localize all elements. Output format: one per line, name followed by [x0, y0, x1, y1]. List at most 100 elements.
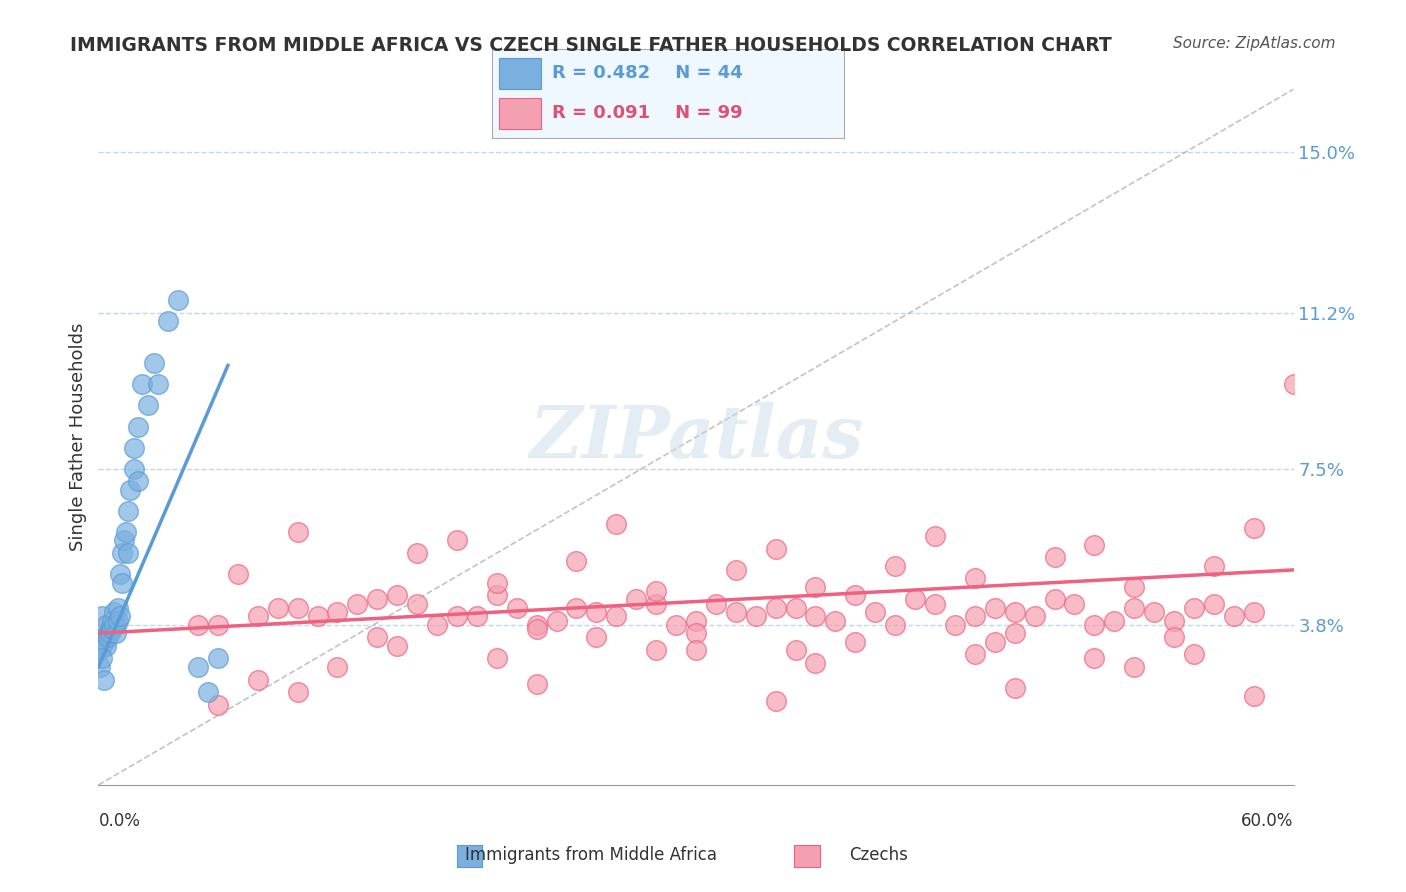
Point: [1182, 647, 1205, 661]
Point: [804, 580, 827, 594]
Point: [485, 651, 508, 665]
Text: R = 0.091    N = 99: R = 0.091 N = 99: [551, 104, 742, 122]
Point: [197, 685, 219, 699]
Point: [724, 563, 747, 577]
Point: [1083, 538, 1105, 552]
Point: [1123, 660, 1146, 674]
Point: [136, 399, 159, 413]
Point: [943, 617, 966, 632]
Point: [1102, 614, 1125, 628]
Text: Immigrants from Middle Africa: Immigrants from Middle Africa: [464, 846, 717, 863]
Point: [446, 533, 468, 548]
Point: [93, 631, 115, 645]
Point: [804, 609, 827, 624]
Point: [148, 377, 170, 392]
Point: [765, 600, 787, 615]
Bar: [499, 58, 541, 89]
Point: [117, 504, 139, 518]
Point: [1202, 558, 1225, 573]
Point: [124, 441, 146, 455]
Point: [267, 600, 290, 615]
Point: [1004, 681, 1026, 695]
Point: [1282, 377, 1305, 392]
Point: [101, 622, 124, 636]
Point: [1182, 600, 1205, 615]
Point: [1123, 600, 1146, 615]
Point: [645, 584, 668, 599]
Point: [605, 516, 627, 531]
Point: [685, 643, 707, 657]
Point: [665, 617, 688, 632]
Y-axis label: Single Father Households: Single Father Households: [69, 323, 87, 551]
Point: [1143, 605, 1166, 619]
Point: [111, 546, 134, 560]
Point: [1163, 631, 1185, 645]
Point: [904, 592, 927, 607]
Point: [1123, 580, 1146, 594]
Point: [131, 377, 153, 392]
Point: [97, 626, 120, 640]
Point: [207, 651, 229, 665]
Text: ZIPatlas: ZIPatlas: [529, 401, 863, 473]
Point: [103, 617, 125, 632]
Point: [804, 656, 827, 670]
Point: [97, 631, 120, 645]
Point: [346, 597, 368, 611]
Point: [287, 524, 309, 539]
Point: [1243, 521, 1265, 535]
Point: [366, 631, 388, 645]
Point: [326, 605, 349, 619]
Point: [207, 698, 229, 712]
Bar: [499, 98, 541, 129]
Point: [645, 643, 668, 657]
Point: [645, 597, 668, 611]
Point: [506, 600, 529, 615]
Point: [115, 524, 138, 539]
Point: [124, 461, 146, 475]
Point: [101, 614, 124, 628]
Point: [187, 617, 209, 632]
Point: [91, 639, 114, 653]
Point: [100, 626, 122, 640]
Point: [924, 529, 946, 543]
Point: [157, 314, 180, 328]
Point: [1222, 609, 1246, 624]
Point: [626, 592, 648, 607]
Point: [93, 673, 115, 687]
Point: [745, 609, 768, 624]
Point: [406, 597, 429, 611]
Point: [984, 600, 1007, 615]
Point: [1202, 597, 1225, 611]
Point: [724, 605, 747, 619]
Point: [884, 617, 907, 632]
Point: [406, 546, 429, 560]
Point: [226, 567, 249, 582]
Point: [93, 634, 115, 648]
Point: [1043, 592, 1066, 607]
Point: [1004, 605, 1026, 619]
Point: [984, 634, 1007, 648]
Point: [110, 567, 132, 582]
Point: [565, 600, 588, 615]
Point: [1004, 626, 1026, 640]
Point: [565, 554, 588, 568]
Point: [112, 533, 135, 548]
Point: [863, 605, 887, 619]
Point: [96, 617, 118, 632]
Point: [91, 651, 114, 665]
Point: [127, 419, 149, 434]
Point: [89, 643, 111, 657]
Point: [685, 626, 707, 640]
Point: [465, 609, 488, 624]
Point: [1243, 605, 1265, 619]
Point: [107, 614, 129, 628]
Point: [107, 600, 129, 615]
Point: [924, 597, 946, 611]
Text: Source: ZipAtlas.com: Source: ZipAtlas.com: [1173, 36, 1336, 51]
Point: [246, 609, 269, 624]
Point: [785, 600, 807, 615]
Text: 0.0%: 0.0%: [98, 812, 141, 830]
Point: [1083, 651, 1105, 665]
Point: [96, 639, 118, 653]
Point: [103, 605, 125, 619]
